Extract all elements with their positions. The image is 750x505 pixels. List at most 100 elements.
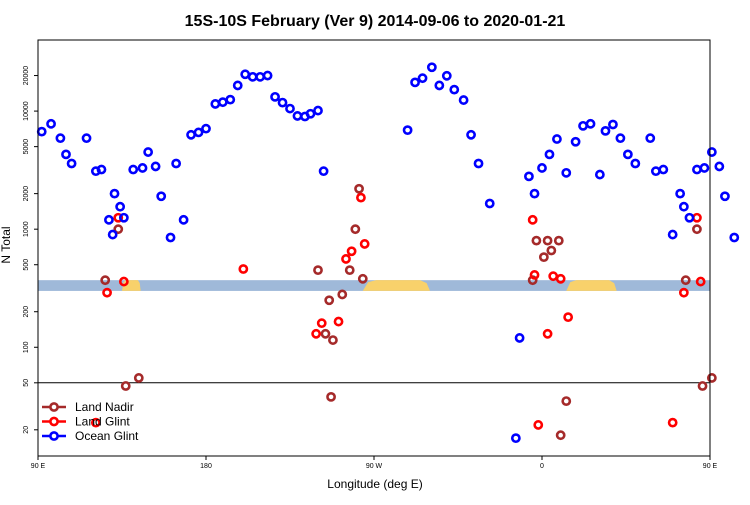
data-point xyxy=(692,212,702,223)
data-point xyxy=(217,97,228,108)
data-point xyxy=(555,273,566,284)
data-point xyxy=(316,318,327,329)
y-tick-label: 500 xyxy=(23,259,30,271)
data-point xyxy=(555,430,566,441)
data-point xyxy=(320,328,331,339)
y-tick-label: 20000 xyxy=(23,66,30,86)
x-tick-label: 180 xyxy=(200,463,212,470)
data-point xyxy=(90,417,101,428)
data-point xyxy=(684,212,695,223)
data-point xyxy=(553,235,564,246)
legend-item: Ocean Glint xyxy=(42,429,139,443)
data-point xyxy=(277,97,288,108)
data-point xyxy=(527,214,538,225)
chart-title: 15S-10S February (Ver 9) 2014-09-06 to 2… xyxy=(185,13,566,30)
data-point xyxy=(324,295,335,306)
data-point xyxy=(313,105,323,116)
data-point xyxy=(150,161,161,172)
points-layer xyxy=(36,62,740,444)
data-point xyxy=(561,167,572,178)
data-point xyxy=(695,276,706,287)
data-point xyxy=(570,136,581,147)
series-land-nadir xyxy=(100,183,717,441)
data-point xyxy=(201,123,211,134)
x-tick-label: 90 W xyxy=(366,463,383,470)
data-point xyxy=(171,158,182,169)
data-point xyxy=(109,188,120,199)
data-point xyxy=(359,239,370,249)
data-point xyxy=(514,333,525,343)
data-point xyxy=(561,396,572,407)
y-tick-label: 5000 xyxy=(23,139,30,155)
data-point xyxy=(678,287,689,298)
data-point xyxy=(675,188,686,199)
x-tick-label: 90 E xyxy=(31,463,46,470)
data-point xyxy=(680,275,691,286)
data-point xyxy=(113,224,124,235)
data-point xyxy=(165,232,176,243)
data-point xyxy=(238,264,249,274)
data-point xyxy=(100,275,111,286)
data-point xyxy=(66,158,77,169)
data-point xyxy=(225,94,236,105)
data-point xyxy=(714,161,725,172)
data-point xyxy=(326,391,336,402)
data-point xyxy=(193,127,204,138)
data-point xyxy=(529,270,540,280)
x-tick-label: 0 xyxy=(540,463,544,470)
data-point xyxy=(585,118,596,129)
data-point xyxy=(537,163,547,173)
data-point xyxy=(36,126,47,137)
data-point xyxy=(729,232,740,243)
data-point xyxy=(247,71,258,82)
data-point xyxy=(341,254,351,264)
data-point xyxy=(544,149,555,160)
data-point xyxy=(466,129,476,140)
data-point xyxy=(706,373,717,383)
data-point xyxy=(128,164,139,175)
data-point xyxy=(692,224,702,235)
y-tick-label: 10000 xyxy=(23,101,30,121)
data-point xyxy=(120,381,131,391)
data-point xyxy=(356,192,366,203)
data-point xyxy=(333,316,344,327)
background-band-layer xyxy=(38,280,710,291)
legend-label: Ocean Glint xyxy=(75,429,139,443)
data-point xyxy=(538,252,549,263)
data-point xyxy=(344,265,355,276)
data-point xyxy=(46,118,56,129)
data-point xyxy=(270,91,280,102)
data-point xyxy=(615,133,626,144)
data-point xyxy=(600,125,611,136)
data-point xyxy=(107,229,118,240)
data-point xyxy=(104,214,114,225)
data-point xyxy=(292,111,303,121)
data-point xyxy=(510,433,521,444)
data-point xyxy=(417,73,428,84)
data-point xyxy=(441,70,452,81)
data-point xyxy=(311,328,322,339)
y-tick-label: 20 xyxy=(23,426,30,434)
data-point xyxy=(354,183,364,194)
data-point xyxy=(548,271,559,282)
x-tick-label: 90 E xyxy=(703,463,718,470)
y-axis-label: N Total xyxy=(0,226,13,263)
data-point xyxy=(578,120,588,131)
axes-layer: 90 E 180 90 W 0 90 E 20 50 100 200 500 1000 2000 500… xyxy=(23,39,718,470)
legend-marker xyxy=(49,431,59,441)
data-point xyxy=(630,158,641,169)
data-point xyxy=(678,201,689,212)
data-point xyxy=(262,70,273,81)
data-point xyxy=(546,245,557,256)
data-point xyxy=(96,164,107,175)
data-point xyxy=(697,381,708,391)
land-patch xyxy=(362,280,430,291)
y-tick-label: 2000 xyxy=(23,186,30,202)
data-point xyxy=(410,77,420,88)
data-point xyxy=(542,328,553,339)
data-point xyxy=(552,134,562,144)
data-point xyxy=(240,69,251,80)
y-tick-label: 100 xyxy=(23,341,30,353)
